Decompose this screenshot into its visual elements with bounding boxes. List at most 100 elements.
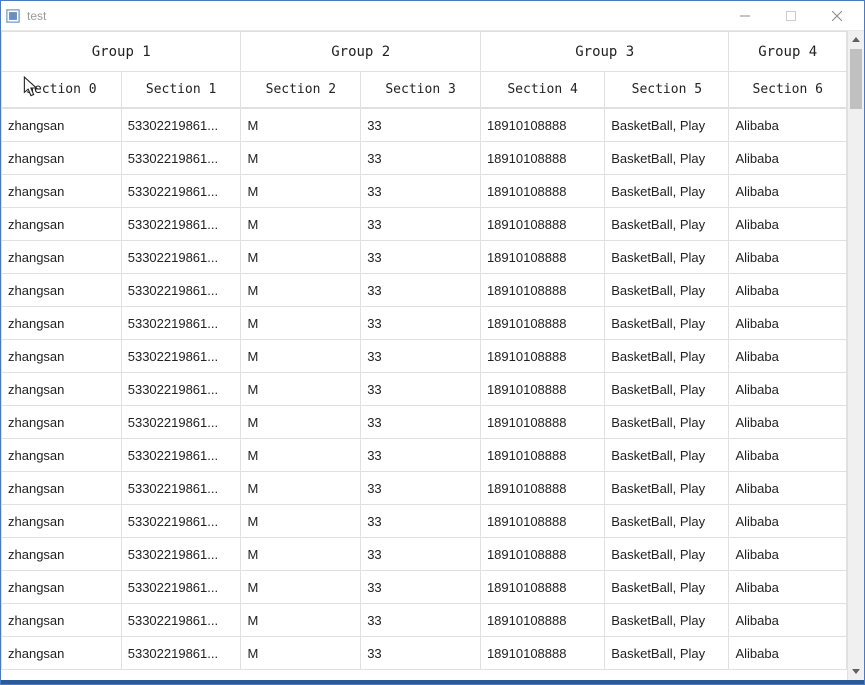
close-button[interactable]	[814, 1, 860, 31]
table-cell[interactable]: 53302219861...	[121, 472, 241, 505]
table-cell[interactable]: Alibaba	[729, 208, 847, 241]
table-cell[interactable]: Alibaba	[729, 538, 847, 571]
table-cell[interactable]: zhangsan	[2, 175, 122, 208]
table-cell[interactable]: Alibaba	[729, 406, 847, 439]
table-cell[interactable]: BasketBall, Play	[605, 571, 729, 604]
table-cell[interactable]: BasketBall, Play	[605, 472, 729, 505]
table-cell[interactable]: 18910108888	[480, 241, 604, 274]
group-header-2[interactable]: Group 3	[480, 32, 729, 72]
table-cell[interactable]: BasketBall, Play	[605, 274, 729, 307]
table-cell[interactable]: 18910108888	[480, 604, 604, 637]
table-cell[interactable]: Alibaba	[729, 373, 847, 406]
table-cell[interactable]: 18910108888	[480, 571, 604, 604]
table-cell[interactable]: 18910108888	[480, 175, 604, 208]
section-header-5[interactable]: Section 5	[605, 72, 729, 108]
group-header-3[interactable]: Group 4	[729, 32, 847, 72]
table-cell[interactable]: 33	[361, 109, 481, 142]
table-cell[interactable]: BasketBall, Play	[605, 439, 729, 472]
table-cell[interactable]: 53302219861...	[121, 604, 241, 637]
table-cell[interactable]: Alibaba	[729, 142, 847, 175]
table-cell[interactable]: 53302219861...	[121, 439, 241, 472]
table-cell[interactable]: M	[241, 307, 361, 340]
table-row[interactable]: zhangsan53302219861...M3318910108888Bask…	[2, 439, 847, 472]
table-cell[interactable]: M	[241, 175, 361, 208]
table-cell[interactable]: 53302219861...	[121, 637, 241, 670]
table-cell[interactable]: 18910108888	[480, 505, 604, 538]
table-cell[interactable]: Alibaba	[729, 505, 847, 538]
table-cell[interactable]: M	[241, 472, 361, 505]
table-cell[interactable]: Alibaba	[729, 109, 847, 142]
table-row[interactable]: zhangsan53302219861...M3318910108888Bask…	[2, 142, 847, 175]
table-cell[interactable]: 33	[361, 637, 481, 670]
table-cell[interactable]: 18910108888	[480, 142, 604, 175]
table-cell[interactable]: zhangsan	[2, 373, 122, 406]
table-cell[interactable]: M	[241, 274, 361, 307]
minimize-button[interactable]	[722, 1, 768, 31]
table-cell[interactable]: 53302219861...	[121, 406, 241, 439]
table-cell[interactable]: Alibaba	[729, 175, 847, 208]
table-cell[interactable]: BasketBall, Play	[605, 505, 729, 538]
scrollbar-down-button[interactable]	[848, 663, 864, 680]
table-cell[interactable]: BasketBall, Play	[605, 109, 729, 142]
table-cell[interactable]: zhangsan	[2, 538, 122, 571]
table-cell[interactable]: BasketBall, Play	[605, 373, 729, 406]
table-cell[interactable]: 53302219861...	[121, 340, 241, 373]
table-cell[interactable]: 53302219861...	[121, 307, 241, 340]
table-row[interactable]: zhangsan53302219861...M3318910108888Bask…	[2, 571, 847, 604]
section-header-3[interactable]: Section 3	[361, 72, 481, 108]
table-cell[interactable]: M	[241, 241, 361, 274]
table-cell[interactable]: M	[241, 208, 361, 241]
table-cell[interactable]: zhangsan	[2, 472, 122, 505]
table-cell[interactable]: zhangsan	[2, 505, 122, 538]
maximize-button[interactable]	[768, 1, 814, 31]
table-cell[interactable]: 53302219861...	[121, 505, 241, 538]
table-cell[interactable]: BasketBall, Play	[605, 142, 729, 175]
table-cell[interactable]: zhangsan	[2, 274, 122, 307]
table-cell[interactable]: BasketBall, Play	[605, 175, 729, 208]
table-cell[interactable]: 18910108888	[480, 307, 604, 340]
table-cell[interactable]: 18910108888	[480, 406, 604, 439]
table-cell[interactable]: M	[241, 604, 361, 637]
table-cell[interactable]: 33	[361, 406, 481, 439]
table-cell[interactable]: 33	[361, 241, 481, 274]
table-cell[interactable]: zhangsan	[2, 637, 122, 670]
section-header-2[interactable]: Section 2	[241, 72, 361, 108]
table-cell[interactable]: M	[241, 109, 361, 142]
table-cell[interactable]: 18910108888	[480, 109, 604, 142]
table-cell[interactable]: 33	[361, 307, 481, 340]
group-header-1[interactable]: Group 2	[241, 32, 480, 72]
table-cell[interactable]: M	[241, 637, 361, 670]
table-cell[interactable]: Alibaba	[729, 439, 847, 472]
table-cell[interactable]: 53302219861...	[121, 373, 241, 406]
table-cell[interactable]: 53302219861...	[121, 175, 241, 208]
table-cell[interactable]: M	[241, 505, 361, 538]
table-row[interactable]: zhangsan53302219861...M3318910108888Bask…	[2, 274, 847, 307]
table-cell[interactable]: 33	[361, 142, 481, 175]
table-cell[interactable]: Alibaba	[729, 274, 847, 307]
table-cell[interactable]: BasketBall, Play	[605, 604, 729, 637]
table-cell[interactable]: 53302219861...	[121, 571, 241, 604]
table-cell[interactable]: 18910108888	[480, 637, 604, 670]
table-cell[interactable]: 33	[361, 538, 481, 571]
table-cell[interactable]: 53302219861...	[121, 241, 241, 274]
table-cell[interactable]: 33	[361, 274, 481, 307]
table-cell[interactable]: 53302219861...	[121, 274, 241, 307]
table-cell[interactable]: M	[241, 340, 361, 373]
table-cell[interactable]: M	[241, 406, 361, 439]
table-row[interactable]: zhangsan53302219861...M3318910108888Bask…	[2, 109, 847, 142]
table-cell[interactable]: 33	[361, 340, 481, 373]
table-cell[interactable]: BasketBall, Play	[605, 637, 729, 670]
table-cell[interactable]: zhangsan	[2, 109, 122, 142]
table-cell[interactable]: M	[241, 373, 361, 406]
table-cell[interactable]: zhangsan	[2, 307, 122, 340]
table-cell[interactable]: 33	[361, 208, 481, 241]
table-cell[interactable]: Alibaba	[729, 604, 847, 637]
table-cell[interactable]: Alibaba	[729, 571, 847, 604]
table-row[interactable]: zhangsan53302219861...M3318910108888Bask…	[2, 208, 847, 241]
table-row[interactable]: zhangsan53302219861...M3318910108888Bask…	[2, 175, 847, 208]
table-cell[interactable]: 18910108888	[480, 208, 604, 241]
table-cell[interactable]: 33	[361, 505, 481, 538]
table-cell[interactable]: Alibaba	[729, 307, 847, 340]
table-row[interactable]: zhangsan53302219861...M3318910108888Bask…	[2, 637, 847, 670]
table-cell[interactable]: 53302219861...	[121, 142, 241, 175]
